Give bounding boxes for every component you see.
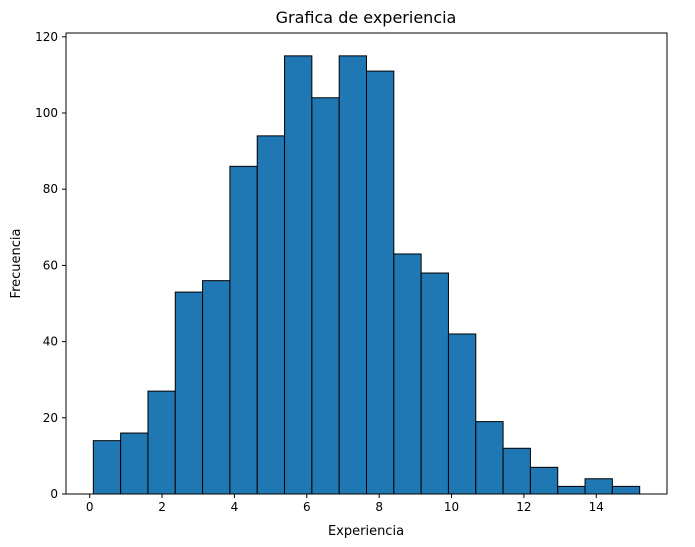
histogram-bar — [475, 421, 504, 495]
bars-group — [92, 55, 641, 495]
plot-frame — [65, 32, 668, 495]
x-tick-label: 10 — [444, 500, 459, 514]
histogram-bar — [529, 466, 559, 495]
y-tick-label: 40 — [43, 335, 58, 349]
x-tick-label: 14 — [589, 500, 604, 514]
y-axis-ticks: 0 20 40 60 80 100 120 — [35, 30, 66, 501]
x-tick-label: 0 — [86, 500, 94, 514]
histogram-bar — [557, 485, 586, 495]
y-axis-label: Frecuencia — [9, 229, 24, 299]
y-tick-label: 120 — [35, 30, 58, 44]
x-tick-label: 2 — [158, 500, 166, 514]
x-axis-ticks: 0 2 4 6 8 10 12 14 — [86, 494, 604, 514]
y-tick-label: 20 — [43, 411, 58, 425]
histogram-bar — [256, 135, 286, 495]
histogram-bar — [174, 291, 204, 495]
x-axis-label: Experiencia — [328, 524, 404, 539]
histogram-bar — [338, 55, 368, 495]
histogram-bar — [420, 272, 449, 495]
histogram-bar — [202, 280, 231, 495]
histogram-bar — [393, 253, 422, 495]
chart-title: Grafica de experiencia — [276, 8, 457, 27]
histogram-bar — [447, 333, 477, 495]
histogram-bar — [311, 97, 340, 495]
x-tick-label: 6 — [303, 500, 311, 514]
histogram-bar — [92, 440, 122, 495]
x-tick-label: 8 — [375, 500, 383, 514]
y-tick-label: 0 — [50, 487, 58, 501]
y-tick-label: 80 — [43, 182, 58, 196]
x-tick-label: 12 — [516, 500, 531, 514]
y-tick-label: 60 — [43, 258, 58, 272]
histogram-bar — [584, 478, 613, 495]
histogram-bar — [366, 70, 395, 495]
histogram-bar — [147, 390, 176, 495]
x-tick-label: 4 — [231, 500, 239, 514]
histogram-bar — [502, 447, 531, 495]
histogram-bar — [229, 165, 258, 495]
histogram-bar — [611, 485, 641, 495]
y-tick-label: 100 — [35, 106, 58, 120]
histogram-bar — [284, 55, 313, 495]
histogram-bar — [120, 432, 149, 495]
